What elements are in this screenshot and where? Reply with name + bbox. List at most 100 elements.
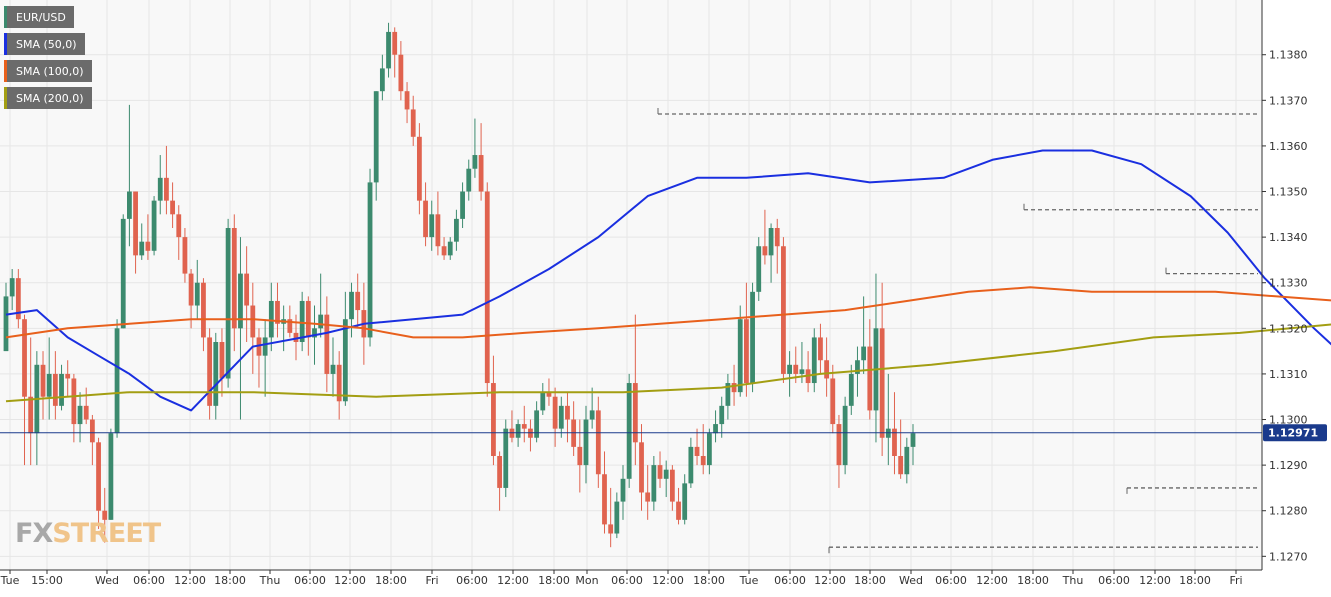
candle-body (404, 91, 410, 110)
candle (15, 269, 21, 329)
candle-body (441, 246, 447, 256)
candle (145, 214, 151, 260)
candle (77, 392, 83, 443)
candle-body (96, 442, 101, 511)
candle-body (429, 214, 435, 238)
candle-body (386, 31, 391, 69)
x-tick-label: 18:00 (854, 574, 886, 587)
candle-body (52, 373, 58, 406)
candle-body (373, 91, 379, 183)
candle (460, 182, 465, 228)
candle (324, 296, 330, 393)
candle-body (139, 241, 145, 256)
candle-body (534, 410, 540, 438)
candle-body (842, 405, 848, 466)
candle-body (170, 200, 175, 215)
candle-body (182, 237, 188, 274)
candle-body (861, 346, 867, 361)
candle (127, 104, 132, 247)
x-tick-label: 18:00 (538, 574, 570, 587)
candle-body (244, 273, 250, 306)
candle-body (645, 492, 651, 502)
legend-label: EUR/USD (16, 10, 66, 24)
x-tick-label: 18:00 (1179, 574, 1211, 587)
candle (250, 282, 256, 374)
candle (534, 401, 540, 443)
legend-item-sma100[interactable]: SMA (100,0) (4, 60, 92, 82)
candle-body (657, 465, 663, 479)
x-tick-label: Thu (1062, 574, 1084, 587)
candle-body (330, 364, 336, 374)
candle (657, 451, 663, 488)
y-tick-label: 1.1340 (1269, 231, 1308, 244)
candle-body (472, 155, 478, 169)
candle (330, 337, 336, 397)
candle (342, 291, 348, 406)
candle (744, 282, 749, 397)
candle-body (305, 300, 311, 338)
candle (139, 223, 145, 260)
candle-body (59, 373, 64, 406)
x-tick-label: Wed (95, 574, 119, 587)
candle-body (213, 342, 219, 406)
y-tick-label: 1.1290 (1269, 459, 1308, 472)
sma-lines (5, 149, 1331, 412)
x-tick-label: 12:00 (652, 574, 684, 587)
candle (595, 396, 601, 488)
candle (52, 351, 58, 420)
candle-body (231, 228, 237, 329)
candle (213, 332, 219, 420)
legend-item-sma200[interactable]: SMA (200,0) (4, 87, 92, 109)
x-tick-label: 06:00 (774, 574, 806, 587)
candle (682, 474, 688, 525)
x-tick-label: 15:00 (31, 574, 63, 587)
legend-item-eurusd[interactable]: EUR/USD (4, 6, 74, 28)
x-tick-label: 06:00 (1098, 574, 1130, 587)
x-tick-label: Tue (739, 574, 759, 587)
candle-body (65, 373, 71, 379)
candle-body (836, 424, 842, 466)
candle-body (102, 510, 108, 520)
candle (151, 196, 157, 256)
candle-body (342, 319, 348, 402)
candle-body (700, 456, 706, 466)
current-price-tag: 1.12971 (1263, 424, 1327, 442)
candle-body (238, 273, 243, 329)
candle (201, 278, 206, 352)
candle-body (744, 319, 749, 384)
candle (645, 465, 651, 520)
candle (620, 465, 626, 520)
candle-body (324, 314, 330, 374)
x-tick-label: 18:00 (375, 574, 407, 587)
x-tick-label: 12:00 (976, 574, 1008, 587)
candle-body (768, 228, 774, 256)
candle (713, 410, 718, 443)
candle (299, 291, 305, 352)
candle-body (151, 200, 157, 251)
candle (336, 351, 342, 420)
candle (781, 237, 786, 384)
y-tick-label: 1.1350 (1269, 186, 1308, 199)
legend-swatch-icon (4, 33, 7, 55)
candle-body (256, 337, 262, 356)
x-tick-label: 06:00 (294, 574, 326, 587)
candle (238, 237, 243, 420)
candle (774, 218, 780, 274)
candle-body (830, 378, 836, 425)
candle (40, 351, 46, 420)
x-tick-label: Mon (575, 574, 598, 587)
legend-item-sma50[interactable]: SMA (50,0) (4, 33, 85, 55)
candle (262, 319, 268, 397)
candle (398, 41, 404, 101)
candle (429, 200, 435, 251)
candle-body (299, 300, 305, 342)
candle-body (3, 296, 9, 352)
candle-body (682, 483, 688, 520)
candle-body (811, 337, 817, 384)
candle-body (669, 469, 675, 502)
candle (602, 451, 607, 534)
candle (676, 487, 681, 525)
candle (521, 405, 527, 443)
candle-body (114, 328, 120, 434)
